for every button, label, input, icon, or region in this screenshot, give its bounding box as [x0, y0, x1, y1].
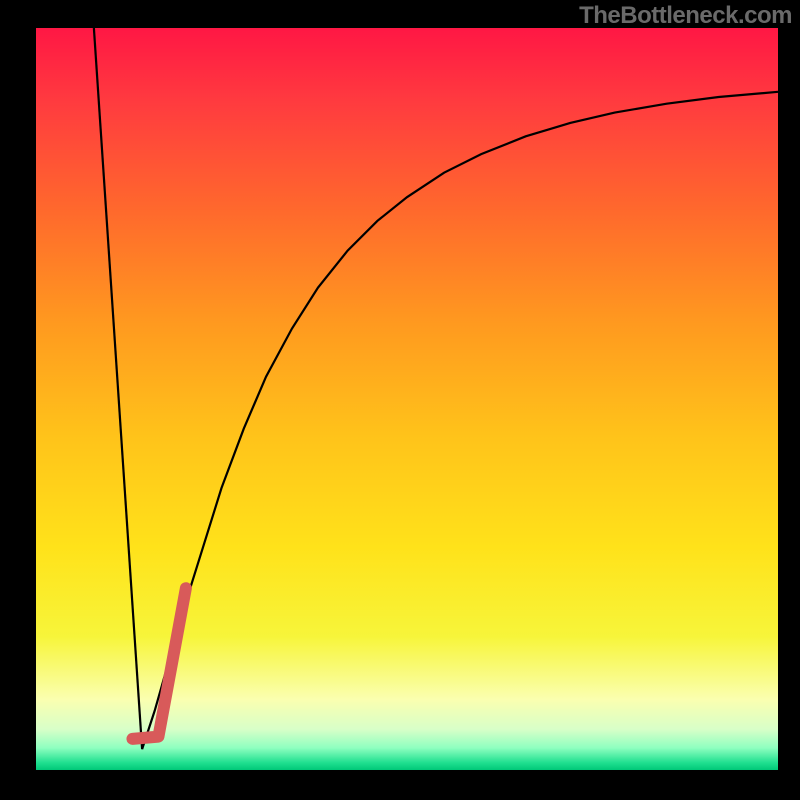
bottleneck-chart — [0, 0, 800, 800]
chart-background — [36, 28, 778, 770]
